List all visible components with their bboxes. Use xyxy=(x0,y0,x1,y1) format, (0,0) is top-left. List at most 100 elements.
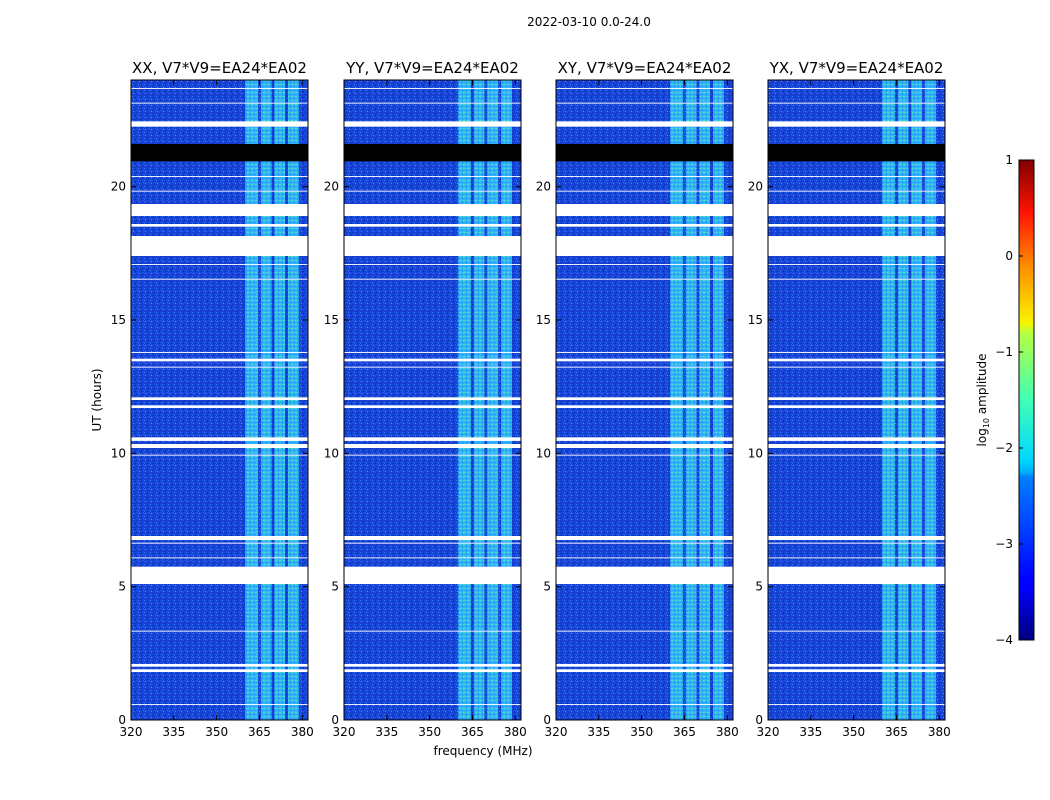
flagged-row-11 xyxy=(556,669,733,672)
flagged-row-12 xyxy=(131,664,308,667)
flagged-row-5 xyxy=(768,536,945,540)
colorbar-gradient xyxy=(1018,159,1035,641)
flag-line xyxy=(344,88,521,89)
flag-line xyxy=(131,278,308,280)
y-tick-label: 10 xyxy=(111,446,126,460)
colorbar-tick-label: −2 xyxy=(995,441,1013,455)
black-band-0 xyxy=(556,144,733,162)
flagged-row-11 xyxy=(768,669,945,672)
y-tick-label: 0 xyxy=(755,713,763,727)
flag-line xyxy=(768,630,945,632)
colorbar-tick-label: 1 xyxy=(1005,153,1013,167)
flagged-row-10 xyxy=(556,405,733,408)
flag-line xyxy=(344,630,521,632)
flag-line xyxy=(556,630,733,632)
x-tick-label: 320 xyxy=(120,725,143,739)
flag-line xyxy=(556,176,733,177)
flagged-row-5 xyxy=(556,536,733,540)
flagged-row-2 xyxy=(768,224,945,227)
flagged-row-8 xyxy=(768,358,945,362)
flag-line xyxy=(768,454,945,456)
flagged-row-12 xyxy=(344,664,521,667)
y-tick-label: 0 xyxy=(118,713,126,727)
flagged-row-3 xyxy=(768,204,945,216)
colorbar-label: log10 amplitude xyxy=(975,354,991,447)
flagged-row-3 xyxy=(131,204,308,216)
flagged-row-9 xyxy=(131,397,308,400)
y-tick-label: 15 xyxy=(536,313,551,327)
flag-line xyxy=(768,190,945,192)
flag-line xyxy=(344,190,521,192)
flag-line xyxy=(131,102,308,104)
flagged-row-9 xyxy=(768,397,945,400)
panel-frame xyxy=(130,79,309,721)
flag-line xyxy=(344,454,521,456)
black-band-0 xyxy=(344,144,521,162)
flag-line xyxy=(768,264,945,265)
flag-line xyxy=(131,190,308,192)
flag-line xyxy=(131,264,308,265)
flagged-row-7 xyxy=(344,437,521,440)
colorbar-tick-label: 0 xyxy=(1005,249,1013,263)
panel-frame xyxy=(767,79,946,721)
flag-line xyxy=(131,176,308,177)
y-tick-label: 20 xyxy=(748,180,763,194)
flag-line xyxy=(131,454,308,456)
figure-suptitle: 2022-03-10 0.0-24.0 xyxy=(527,15,651,29)
flagged-row-7 xyxy=(131,437,308,440)
panel-title: YX, V7*V9=EA24*EA02 xyxy=(769,59,944,77)
y-tick-label: 20 xyxy=(324,180,339,194)
panel-title: XY, V7*V9=EA24*EA02 xyxy=(558,59,732,77)
x-tick-label: 350 xyxy=(205,725,228,739)
flag-line xyxy=(768,102,945,104)
flagged-row-4 xyxy=(556,566,733,584)
flagged-row-6 xyxy=(131,444,308,448)
flag-line xyxy=(768,176,945,177)
flagged-row-1 xyxy=(131,236,308,256)
flagged-row-4 xyxy=(131,566,308,584)
flagged-row-0 xyxy=(768,121,945,127)
panel-frame xyxy=(555,79,734,721)
flag-line xyxy=(768,366,945,368)
flagged-row-1 xyxy=(556,236,733,256)
x-tick-label: 380 xyxy=(928,725,951,739)
flagged-row-10 xyxy=(768,405,945,408)
flag-line xyxy=(556,190,733,192)
y-tick-label: 5 xyxy=(331,580,339,594)
flag-line xyxy=(131,630,308,632)
y-tick-label: 15 xyxy=(111,313,126,327)
x-tick-label: 320 xyxy=(545,725,568,739)
y-tick-label: 10 xyxy=(324,446,339,460)
flagged-row-11 xyxy=(131,669,308,672)
x-tick-label: 365 xyxy=(461,725,484,739)
flagged-row-3 xyxy=(344,204,521,216)
x-tick-label: 320 xyxy=(757,725,780,739)
x-tick-label: 380 xyxy=(291,725,314,739)
colorbar-tick-label: −3 xyxy=(995,537,1013,551)
flag-line xyxy=(131,557,308,559)
flagged-row-8 xyxy=(344,358,521,362)
panel-title: XX, V7*V9=EA24*EA02 xyxy=(132,59,307,77)
flag-line xyxy=(344,542,521,544)
flagged-row-4 xyxy=(768,566,945,584)
colorbar: 1 0 −1 −2 −3 −4 log10 amplitude xyxy=(975,153,1035,647)
flag-line xyxy=(768,704,945,705)
flagged-row-5 xyxy=(131,536,308,540)
flagged-row-3 xyxy=(556,204,733,216)
flagged-row-6 xyxy=(344,444,521,448)
flagged-row-12 xyxy=(556,664,733,667)
flag-line xyxy=(344,557,521,559)
x-tick-label: 350 xyxy=(418,725,441,739)
flag-line xyxy=(131,352,308,353)
flag-line xyxy=(556,102,733,104)
y-tick-label: 0 xyxy=(331,713,339,727)
y-tick-label: 10 xyxy=(536,446,551,460)
panel-xy: XY, V7*V9=EA24*EA02 320 335 350 365 380 0 5 10 15… xyxy=(536,59,739,739)
black-band-0 xyxy=(768,144,945,162)
flagged-row-6 xyxy=(556,444,733,448)
flag-line xyxy=(556,704,733,705)
flag-line xyxy=(556,278,733,280)
flagged-row-11 xyxy=(344,669,521,672)
flag-line xyxy=(556,440,733,441)
flagged-row-0 xyxy=(556,121,733,127)
